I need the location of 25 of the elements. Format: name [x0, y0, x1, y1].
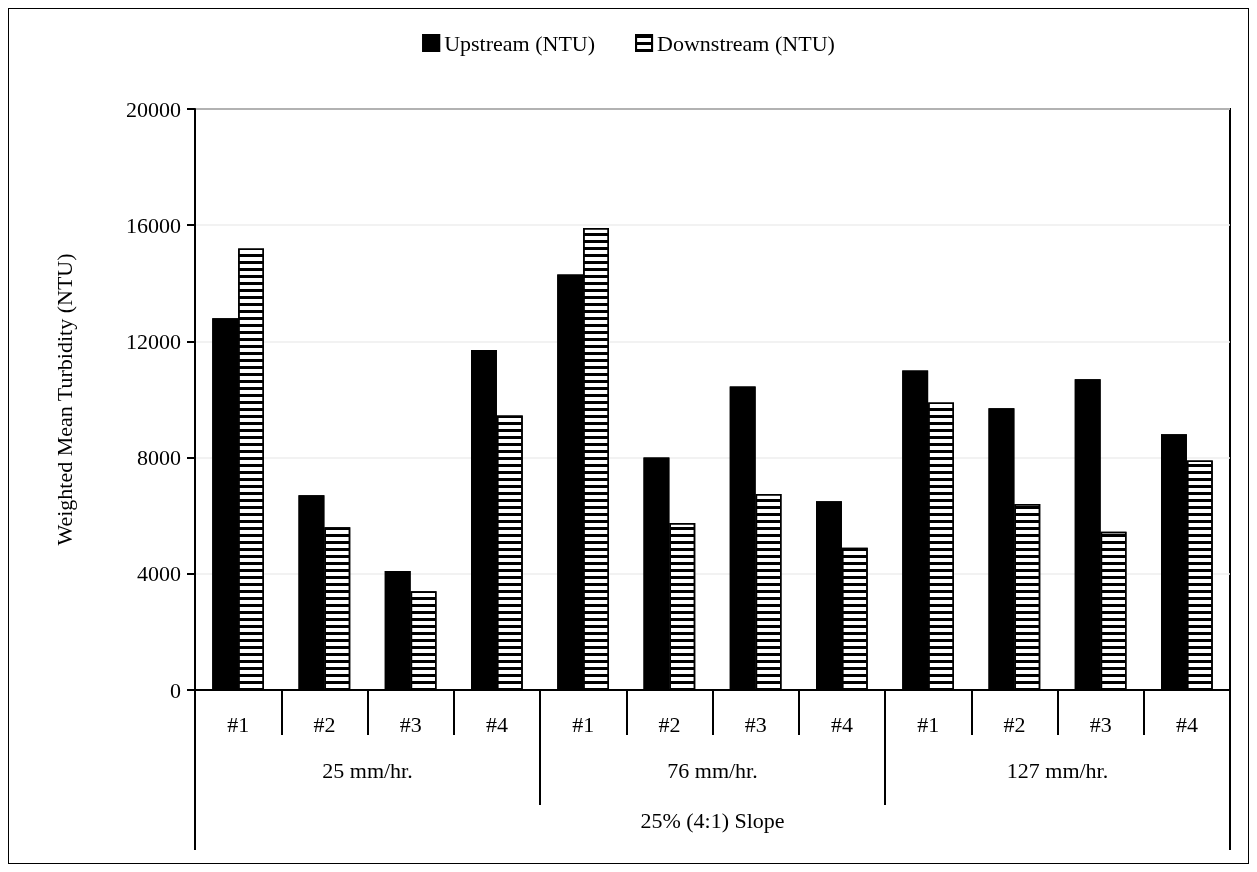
text: 127 mm/hr. — [1006, 757, 1109, 783]
x-tick-label: #3 — [744, 711, 767, 737]
y-axis-title: Weighted Mean Turbidity (NTU) — [51, 253, 77, 546]
text: 76 mm/hr. — [667, 757, 758, 783]
y-tick-label: 20000 — [126, 96, 181, 122]
x-tick-label: #1 — [227, 711, 250, 737]
x-tick-label: #2 — [313, 711, 336, 737]
y-tick-label: 0 — [170, 677, 181, 703]
x-tick-label: #4 — [1175, 711, 1198, 737]
x-tick-label: #3 — [399, 711, 422, 737]
y-tick-label: 4000 — [137, 561, 181, 587]
x-tick-label: #1 — [572, 711, 595, 737]
x-tick-label: #4 — [830, 711, 853, 737]
x-tick-label: #2 — [1003, 711, 1026, 737]
legend-label: Downstream (NTU) — [657, 30, 835, 56]
x-tick-label: #4 — [485, 711, 508, 737]
y-tick-label: 8000 — [137, 445, 181, 471]
y-tick-label: 12000 — [126, 328, 181, 354]
text: 25 mm/hr. — [322, 757, 413, 783]
legend-label: Upstream (NTU) — [444, 30, 596, 56]
x-tick-label: #3 — [1089, 711, 1112, 737]
x-tick-label: #2 — [658, 711, 681, 737]
y-tick-label: 16000 — [126, 212, 181, 238]
x-axis-title: 25% (4:1) Slope — [640, 807, 785, 833]
x-tick-label: #1 — [917, 711, 940, 737]
